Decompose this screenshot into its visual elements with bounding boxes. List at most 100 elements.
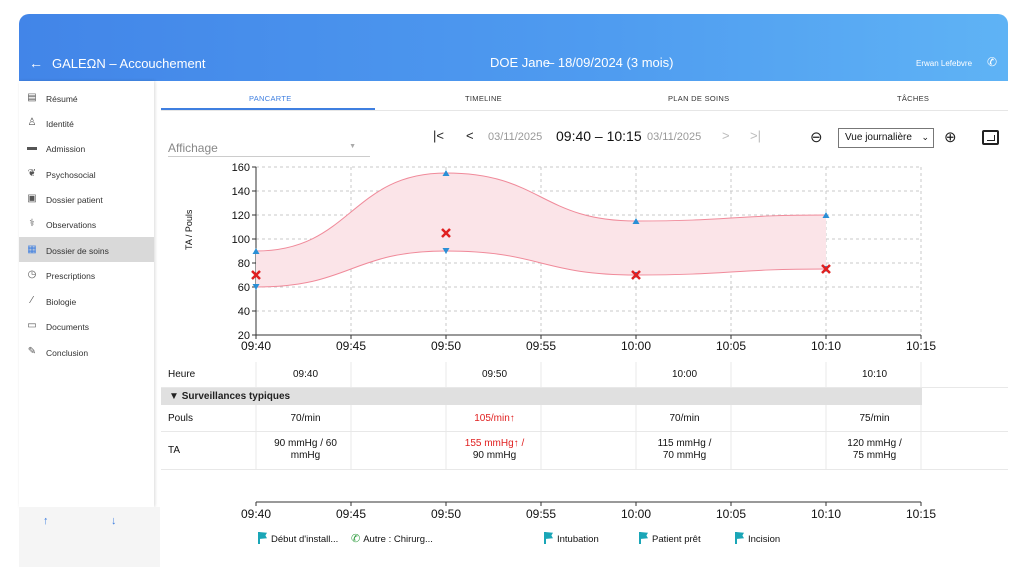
sidebar-item-label: Documents (46, 322, 89, 332)
view-mode-value: Vue journalière (845, 132, 912, 143)
pulse-point (821, 264, 831, 274)
flag-icon (638, 532, 648, 544)
heure-row: Heure 09:40 09:50 10:00 10:10 (161, 362, 1008, 388)
tab-plan-de-soins[interactable]: PLAN DE SOINS (668, 94, 730, 103)
patient-date: – 18/09/2024 (3 mois) (547, 55, 674, 70)
ta-line2: mmHg (290, 450, 321, 461)
user-name[interactable]: Erwan Lefebvre (916, 59, 973, 68)
expand-icon[interactable] (982, 130, 999, 145)
note-icon: ✎ (27, 346, 37, 357)
diastolic-line (255, 250, 827, 288)
sidebar: ▤ Résumé ♙ Identité ▬ Admission ❦ Psychosoci… (19, 81, 154, 507)
affichage-select[interactable]: Affichage ▼ (168, 139, 370, 157)
sidebar-item-documents[interactable]: ▭ Documents (19, 313, 154, 338)
arrow-up-icon[interactable]: ↑ (43, 515, 49, 527)
ta-row: TA 90 mmHg / 60 mmHg 155 mmHg↑ /90 mmHg 1… (161, 432, 1008, 470)
collapse-triangle-icon: ▼ (169, 391, 182, 402)
event-patient-pret[interactable]: Patient prêt (638, 532, 701, 545)
care-folder-icon: ▦ (27, 244, 37, 255)
sidebar-item-resume[interactable]: ▤ Résumé (19, 85, 154, 110)
tab-taches[interactable]: TÂCHES (897, 94, 930, 103)
pouls-cell: 75/min (859, 413, 890, 424)
event-incision[interactable]: Incision (734, 532, 780, 545)
app-header: ← GALEΩN – Accouchement DOE Jane – 18/09… (19, 14, 1008, 81)
bed-icon: ▬ (27, 142, 37, 153)
pouls-cell: 70/min (669, 413, 700, 424)
zoom-out-icon[interactable]: ⊖ (810, 129, 823, 146)
folder-icon: ▣ (27, 193, 37, 204)
flag-icon (734, 532, 744, 544)
ta-cell: 115 mmHg /70 mmHg (637, 438, 732, 462)
bp-band (256, 173, 826, 287)
event-label: Patient prêt (652, 534, 701, 545)
sidebar-item-label: Psychosocial (46, 170, 96, 180)
sidebar-item-label: Identité (46, 119, 74, 129)
arrow-down-icon[interactable]: ↓ (111, 515, 117, 527)
diastolic-point (252, 284, 260, 290)
y-tick-label: 120 (232, 210, 250, 222)
heure-label: Heure (168, 369, 196, 380)
tab-bar: PANCARTE TIMELINE PLAN DE SOINS TÂCHES (161, 86, 1008, 111)
patient-name: DOE Jane (490, 55, 550, 70)
sidebar-item-label: Admission (46, 144, 86, 154)
section-surveillances[interactable]: ▼ Surveillances typiques (161, 388, 922, 405)
sidebar-item-label: Prescriptions (46, 271, 96, 281)
event-debut-installation[interactable]: Début d'install... (257, 532, 338, 545)
pulse-point (251, 270, 261, 280)
psychosocial-icon: ❦ (27, 168, 37, 179)
sidebar-footer: ↑ ↓ (19, 507, 160, 567)
sidebar-item-dossier-patient[interactable]: ▣ Dossier patient (19, 186, 154, 211)
back-arrow-icon[interactable]: ← (29, 55, 43, 71)
sidebar-item-admission[interactable]: ▬ Admission (19, 135, 154, 160)
systolic-point (632, 218, 640, 224)
phone-icon[interactable]: ✆ (987, 55, 998, 69)
documents-icon: ▭ (27, 320, 37, 331)
y-tick-label: 100 (232, 234, 250, 246)
chevron-right-icon[interactable]: > (722, 128, 730, 143)
sidebar-item-conclusion[interactable]: ✎ Conclusion (19, 339, 154, 364)
sidebar-item-psychosocial[interactable]: ❦ Psychosocial (19, 161, 154, 186)
x-tick-label: 09:55 (526, 339, 556, 353)
caret-down-icon: ▼ (349, 143, 356, 150)
x-tick-label: 10:00 (621, 339, 651, 353)
x-tick-label: 10:10 (811, 339, 841, 353)
flag-icon (543, 532, 553, 544)
sidebar-item-identite[interactable]: ♙ Identité (19, 110, 154, 135)
first-page-icon[interactable]: |< (433, 128, 444, 143)
systolic-point (442, 170, 450, 176)
timeline-tick-label: 09:55 (526, 507, 556, 521)
event-intubation[interactable]: Intubation (543, 532, 599, 545)
pipette-icon: ⁄ (31, 295, 33, 306)
y-tick-label: 40 (238, 306, 250, 318)
sidebar-item-prescriptions[interactable]: ◷ Prescriptions (19, 262, 154, 287)
sidebar-item-observations[interactable]: ⚕ Observations (19, 211, 154, 236)
chevron-down-icon: ⌄ (921, 132, 929, 142)
sidebar-item-biologie[interactable]: ⁄ Biologie (19, 288, 154, 313)
phone-call-icon: ✆ (351, 533, 361, 545)
sidebar-item-label: Résumé (46, 94, 78, 104)
timeline-tick-label: 09:50 (431, 507, 461, 521)
chevron-left-icon[interactable]: < (466, 128, 474, 143)
x-tick-label: 10:15 (906, 339, 936, 353)
ta-cell: 90 mmHg / 60 mmHg (258, 438, 353, 462)
sidebar-item-label: Conclusion (46, 348, 89, 358)
last-page-icon[interactable]: >| (750, 128, 761, 143)
tab-pancarte[interactable]: PANCARTE (249, 94, 292, 103)
event-autre-chirurgie[interactable]: ✆ Autre : Chirurg... (351, 532, 433, 545)
sidebar-item-dossier-de-soins[interactable]: ▦ Dossier de soins (19, 237, 154, 262)
stethoscope-icon: ⚕ (29, 218, 35, 229)
y-tick-label: 20 (238, 330, 250, 342)
ta-line2: 90 mmHg (472, 450, 517, 461)
event-label: Autre : Chirurg... (363, 534, 433, 545)
diastolic-point (442, 248, 450, 254)
systolic-line (255, 172, 827, 252)
systolic-point (822, 212, 830, 218)
date-start: 03/11/2025 (488, 131, 543, 143)
heure-cell: 09:50 (481, 369, 508, 380)
view-mode-select[interactable]: Vue journalière ⌄ (838, 128, 934, 148)
clipboard-icon: ▤ (27, 92, 37, 103)
zoom-in-icon[interactable]: ⊕ (944, 129, 957, 146)
tab-timeline[interactable]: TIMELINE (465, 94, 502, 103)
ta-label: TA (168, 445, 181, 456)
